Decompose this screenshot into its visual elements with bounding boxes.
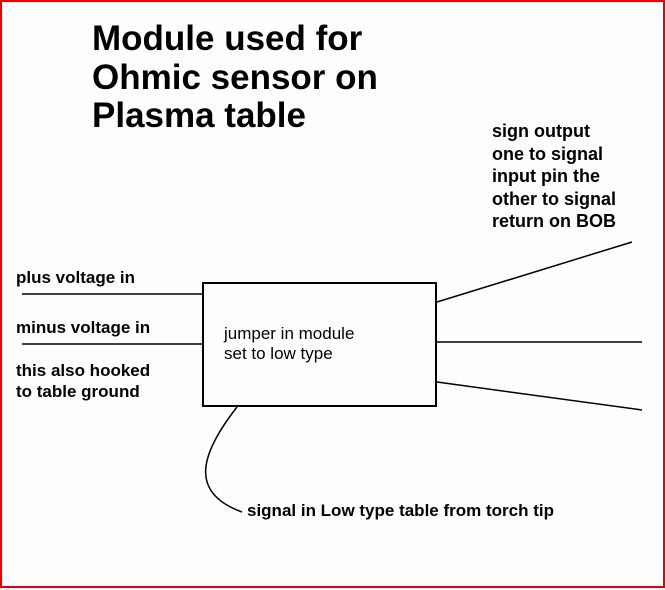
wire-signal-curve <box>206 407 242 512</box>
plus-voltage-label: plus voltage in <box>16 267 135 288</box>
diagram-canvas: Module used for Ohmic sensor on Plasma t… <box>0 0 665 588</box>
module-text: jumper in module set to low type <box>224 324 354 364</box>
right-output-label: sign output one to signal input pin the … <box>492 120 616 233</box>
table-ground-label: this also hooked to table ground <box>16 360 150 403</box>
minus-voltage-label: minus voltage in <box>16 317 150 338</box>
wire-out-bot <box>437 382 642 410</box>
signal-in-label: signal in Low type table from torch tip <box>247 500 554 521</box>
diagram-title: Module used for Ohmic sensor on Plasma t… <box>92 20 378 136</box>
wire-out-top <box>437 242 632 302</box>
